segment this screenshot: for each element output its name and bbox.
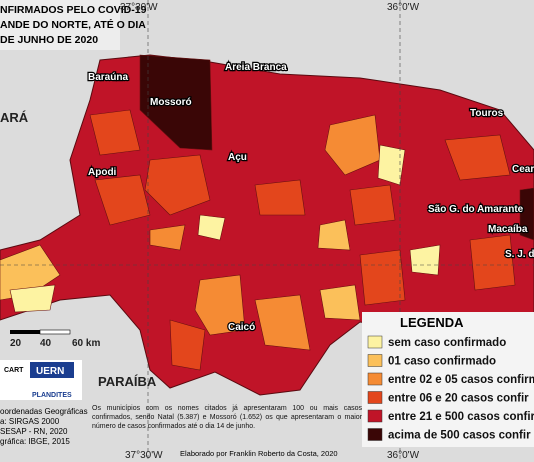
scale-bar: 20 40 60 km	[10, 329, 100, 349]
legend-swatch	[367, 372, 383, 386]
author: Elaborado por Franklin Roberto da Costa,…	[180, 449, 338, 458]
legend-label: entre 02 e 05 casos confirm	[388, 374, 534, 386]
legend-swatch	[367, 354, 383, 367]
logo: PLANDITES	[32, 392, 72, 399]
logo-box	[30, 362, 74, 378]
legend-label: entre 21 e 500 casos confir	[388, 411, 534, 423]
graticule-label: 36°0'W	[387, 450, 420, 461]
legend-swatch	[367, 335, 383, 349]
title-line: DE JUNHO DE 2020	[0, 34, 98, 46]
state-label: PARAÍBA	[98, 374, 157, 389]
credit: SESAP - RN, 2020	[0, 427, 68, 436]
city-label: Mossoró	[150, 97, 192, 108]
city-label: Areia Branca	[225, 62, 287, 73]
city-label: São G. do Amarante	[428, 204, 524, 215]
title-box	[0, 0, 120, 50]
city-label: S. J. de	[505, 249, 534, 260]
legend-swatch	[367, 391, 383, 404]
legend-label: acima de 500 casos confir	[388, 430, 531, 442]
city-label: Apodi	[88, 167, 117, 178]
legend-label: sem caso confirmado	[388, 337, 506, 349]
legend-swatch	[367, 409, 383, 423]
graticule-label: 36°0'W	[387, 2, 420, 13]
state-label: ARÁ	[0, 110, 29, 125]
graticule-label: 37°30'W	[120, 2, 158, 13]
city-label: Ceará	[512, 164, 534, 175]
legend-box	[362, 312, 534, 447]
credit: gráfica: IBGE, 2015	[0, 437, 70, 446]
city-label: Touros	[470, 108, 504, 119]
legend: LEGENDA sem caso confirmado 01 caso confi…	[362, 312, 534, 447]
legend-label: entre 06 e 20 casos confir	[388, 393, 529, 405]
city-label: Caicó	[228, 322, 255, 333]
graticule-label: 37°30'W	[125, 450, 163, 461]
city-label: Baraúna	[88, 72, 128, 83]
title-line: ANDE DO NORTE, ATÉ O DIA	[0, 18, 146, 31]
scale-label: 20	[10, 338, 22, 349]
credit: a: SIRGAS 2000	[0, 417, 60, 426]
legend-label: 01 caso confirmado	[388, 356, 496, 368]
city-labels: Baraúna Areia Branca Mossoró Touros Açu …	[87, 61, 534, 335]
logo: UERN	[36, 366, 64, 377]
city-label: Macaíba	[488, 224, 528, 235]
legend-title: LEGENDA	[400, 315, 464, 330]
scale-label: 60 km	[72, 338, 100, 349]
city-label: Açu	[228, 152, 247, 163]
credit: oordenadas Geográficas	[0, 407, 88, 416]
title-line: NFIRMADOS PELO COVID-19	[0, 4, 147, 16]
municipalities	[0, 54, 534, 371]
logo: CART	[4, 367, 24, 374]
note: Os municípios com os nomes citados já ap…	[92, 405, 362, 430]
scale-label: 40	[40, 338, 52, 349]
legend-swatch	[367, 428, 383, 441]
note-box: Os municípios com os nomes citados já ap…	[92, 405, 362, 430]
